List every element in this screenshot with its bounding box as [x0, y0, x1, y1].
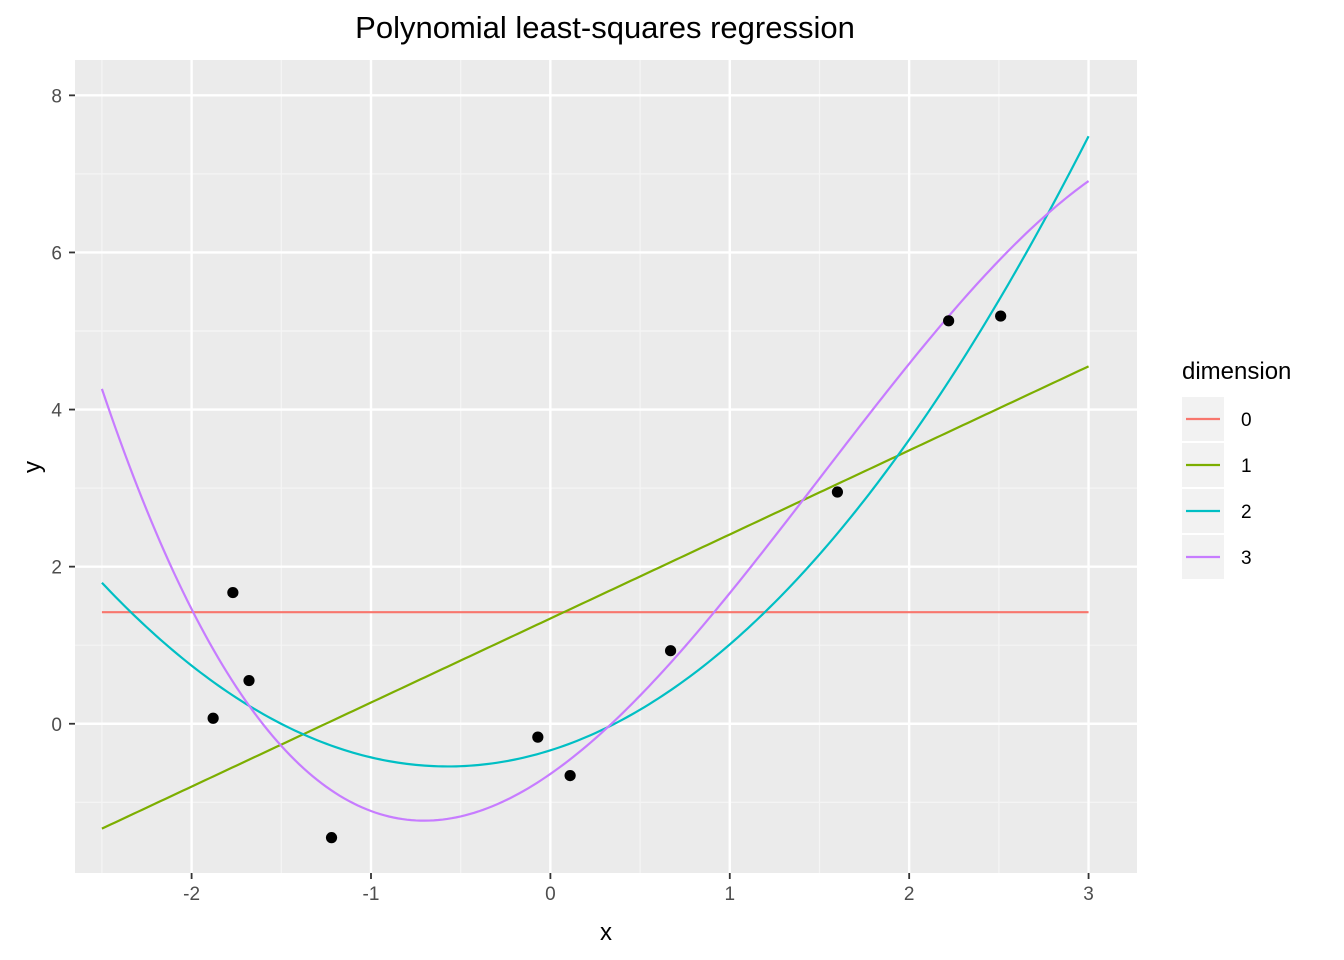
plot-panel [75, 60, 1137, 873]
data-point [831, 486, 844, 498]
grid-minor [75, 60, 1137, 873]
data-point [664, 645, 677, 657]
series-line-2 [101, 135, 1090, 768]
legend-label: 2 [1241, 502, 1252, 523]
data-point [532, 731, 544, 743]
x-tick-label: -2 [183, 884, 200, 905]
y-tick-label: 0 [51, 715, 62, 736]
legend-item-2: 2 [1182, 489, 1252, 533]
x-tick-label: 3 [1083, 884, 1094, 905]
data-point [227, 586, 239, 599]
data-point [564, 769, 576, 782]
legend: dimension 0 1 2 3 [1182, 358, 1291, 579]
series-line-3 [100, 180, 1090, 822]
chart-title: Polynomial least-squares regression [355, 10, 855, 45]
y-axis: 0 2 4 6 8 [51, 86, 75, 736]
legend-label: 0 [1241, 410, 1252, 431]
y-tick-label: 4 [51, 401, 62, 422]
y-tick-label: 8 [51, 86, 62, 107]
data-point [943, 315, 955, 327]
x-tick-label: 1 [724, 884, 735, 905]
legend-title: dimension [1182, 358, 1291, 385]
y-tick-label: 6 [51, 243, 62, 264]
data-points [207, 310, 1007, 844]
fit-lines [100, 135, 1090, 830]
y-tick-label: 2 [51, 558, 62, 579]
data-point [995, 310, 1007, 322]
y-axis-title: y [19, 461, 46, 473]
series-line-1 [101, 365, 1090, 830]
grid-major [75, 60, 1137, 873]
legend-label: 3 [1241, 548, 1252, 569]
x-tick-label: -1 [363, 884, 380, 905]
x-axis: -2 -1 0 1 2 3 [183, 873, 1094, 905]
legend-item-1: 1 [1182, 443, 1252, 487]
data-point [243, 674, 255, 687]
legend-label: 1 [1241, 456, 1252, 477]
x-axis-title: x [600, 919, 612, 946]
x-tick-label: 2 [904, 884, 915, 905]
x-tick-label: 0 [545, 884, 556, 905]
data-point [207, 712, 219, 724]
legend-item-0: 0 [1182, 397, 1252, 441]
data-point [325, 832, 338, 844]
legend-item-3: 3 [1182, 535, 1252, 579]
